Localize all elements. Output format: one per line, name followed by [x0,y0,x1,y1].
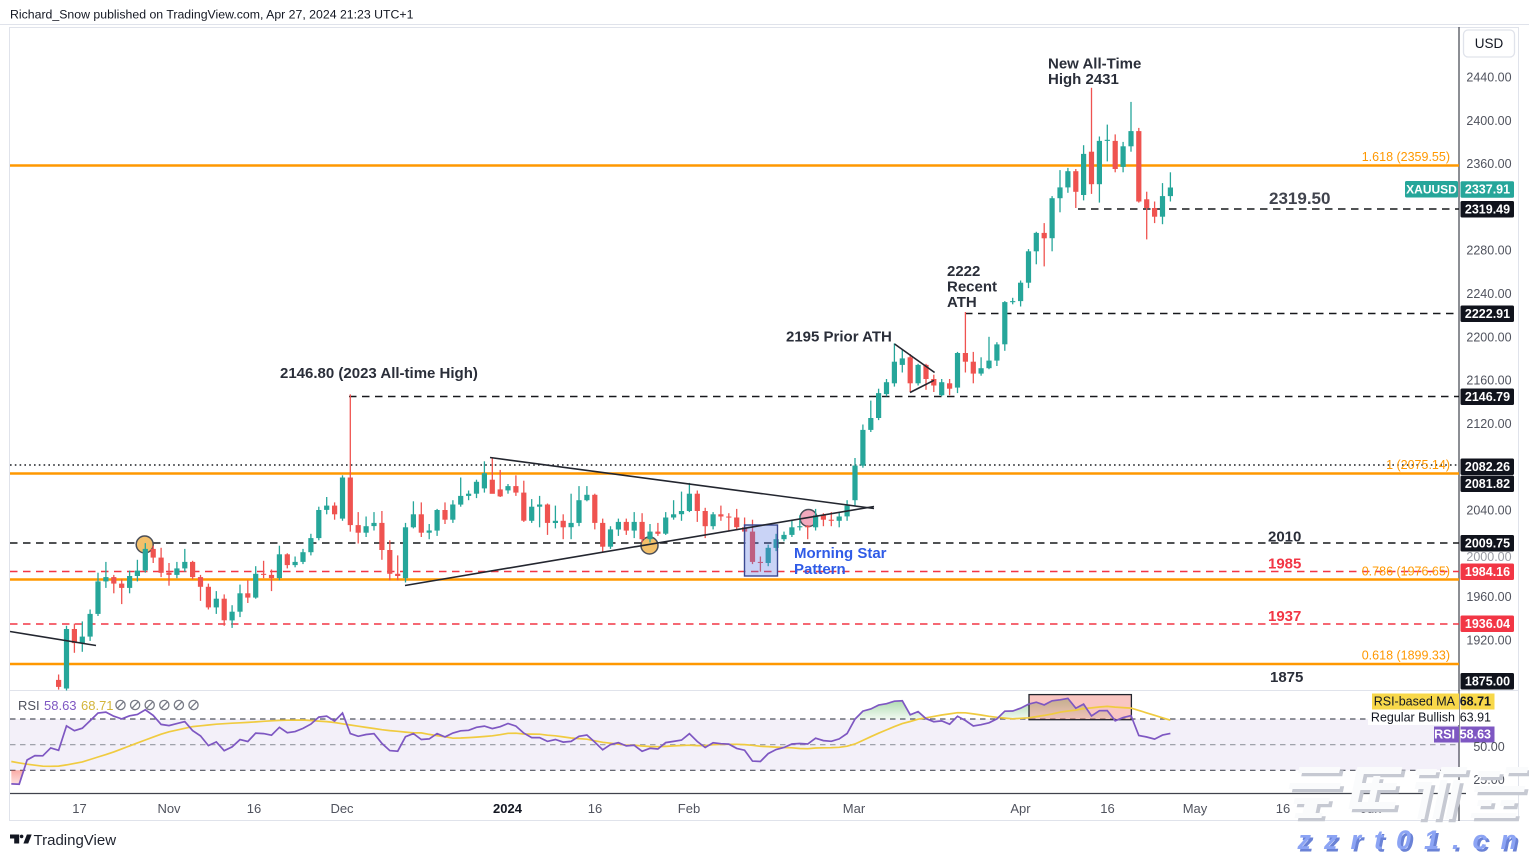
svg-text:New All-Time: New All-Time [1048,56,1141,73]
svg-text:2195 Prior ATH: 2195 Prior ATH [786,329,892,346]
svg-text:Recent: Recent [947,279,997,296]
svg-text:1984.16: 1984.16 [1465,565,1510,579]
svg-text:2081.82: 2081.82 [1465,477,1510,491]
svg-text:0.618 (1899.33): 0.618 (1899.33) [1362,649,1450,663]
svg-text:2024: 2024 [493,801,523,816]
svg-text:1875: 1875 [1270,669,1303,686]
svg-text:2337.91: 2337.91 [1465,183,1510,197]
svg-text:16: 16 [247,801,261,816]
svg-text:0.786 (1976.65): 0.786 (1976.65) [1362,565,1450,579]
svg-text:High 2431: High 2431 [1048,71,1119,88]
svg-text:1937: 1937 [1268,608,1301,625]
svg-text:XAUUSD: XAUUSD [1406,182,1457,196]
svg-text:16: 16 [1100,801,1114,816]
svg-text:Mar: Mar [843,801,866,816]
svg-text:2319.50: 2319.50 [1269,189,1330,208]
svg-text:TradingView: TradingView [34,832,117,849]
svg-text:Richard_Snow published on Trad: Richard_Snow published on TradingView.co… [10,8,414,22]
svg-text:1920.00: 1920.00 [1466,633,1511,647]
svg-text:2146.79: 2146.79 [1465,390,1510,404]
svg-text:17: 17 [72,801,86,816]
svg-text:63.91: 63.91 [1460,711,1491,725]
svg-text:16: 16 [588,801,602,816]
svg-text:2120.00: 2120.00 [1466,417,1511,431]
svg-text:ATH: ATH [947,294,977,311]
svg-text:Apr: Apr [1010,801,1031,816]
svg-text:2000.00: 2000.00 [1466,550,1511,564]
svg-text:Feb: Feb [678,801,700,816]
svg-text:zzrt01.cn: zzrt01.cn [1297,825,1529,855]
svg-text:2200.00: 2200.00 [1466,330,1511,344]
svg-text:2400.00: 2400.00 [1466,114,1511,128]
svg-text:2009.75: 2009.75 [1465,536,1510,550]
svg-text:RSI: RSI [1434,728,1455,742]
svg-text:50.00: 50.00 [1473,740,1504,754]
svg-text:2440.00: 2440.00 [1466,71,1511,85]
svg-text:1 (2075.14): 1 (2075.14) [1386,458,1450,472]
svg-text:2040.00: 2040.00 [1466,504,1511,518]
svg-text:2319.49: 2319.49 [1465,202,1510,216]
svg-text:68.71: 68.71 [81,698,114,713]
svg-text:May: May [1183,801,1208,816]
svg-text:2010: 2010 [1268,529,1301,546]
svg-text:Pattern: Pattern [794,561,846,578]
svg-text:Morning Star: Morning Star [794,545,887,562]
svg-text:RSI: RSI [18,698,40,713]
svg-text:2240.00: 2240.00 [1466,287,1511,301]
svg-text:Regular Bullish: Regular Bullish [1371,711,1455,725]
svg-text:68.71: 68.71 [1460,695,1491,709]
svg-text:1960.00: 1960.00 [1466,590,1511,604]
svg-text:2160.00: 2160.00 [1466,374,1511,388]
svg-text:2280.00: 2280.00 [1466,244,1511,258]
svg-text:Nov: Nov [157,801,181,816]
svg-text:2222.91: 2222.91 [1465,307,1510,321]
svg-text:1875.00: 1875.00 [1465,674,1510,688]
svg-text:1985: 1985 [1268,556,1301,573]
svg-text:16: 16 [1276,801,1290,816]
svg-text:2222: 2222 [947,263,980,280]
svg-text:1.618 (2359.55): 1.618 (2359.55) [1362,150,1450,164]
svg-text:Dec: Dec [330,801,354,816]
svg-text:USD: USD [1475,36,1504,51]
svg-text:2146.80 (2023 All-time High): 2146.80 (2023 All-time High) [280,365,478,382]
svg-text:1936.04: 1936.04 [1465,617,1510,631]
svg-text:2082.26: 2082.26 [1465,460,1510,474]
svg-text:58.63: 58.63 [44,698,77,713]
svg-text:RSI-based MA: RSI-based MA [1374,695,1456,709]
svg-text:2360.00: 2360.00 [1466,157,1511,171]
